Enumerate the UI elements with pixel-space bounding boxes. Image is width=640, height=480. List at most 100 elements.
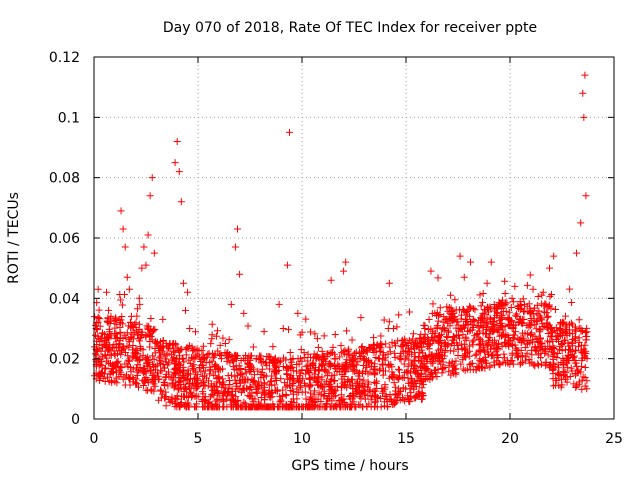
data-point: [111, 334, 119, 342]
data-point: [433, 373, 441, 381]
data-point: [191, 328, 199, 336]
data-point: [395, 366, 403, 374]
data-point: [333, 382, 341, 390]
data-point: [446, 347, 454, 355]
data-point: [208, 357, 216, 365]
y-tick-labels: 0 0.02 0.04 0.06 0.08 0.1 0.12: [49, 50, 80, 428]
data-point: [364, 391, 372, 399]
data-point: [148, 336, 156, 344]
data-point: [501, 290, 509, 298]
data-point: [392, 397, 400, 405]
x-tick-label: 5: [194, 431, 203, 447]
data-point: [360, 376, 368, 384]
data-point: [119, 225, 127, 233]
data-point: [341, 368, 349, 376]
data-point: [432, 366, 440, 374]
data-point: [333, 367, 341, 375]
data-point: [348, 336, 356, 344]
data-point: [481, 306, 489, 314]
data-point: [221, 339, 229, 347]
data-point: [207, 340, 215, 348]
data-point: [155, 375, 163, 383]
data-point: [231, 373, 239, 381]
data-point: [463, 307, 471, 315]
data-point: [262, 358, 270, 366]
data-point: [113, 368, 121, 376]
data-point: [377, 340, 385, 348]
data-point: [469, 323, 477, 331]
data-point: [236, 385, 244, 393]
data-point: [246, 361, 254, 369]
data-point: [289, 388, 297, 396]
data-point: [541, 300, 549, 308]
data-point: [251, 371, 259, 379]
data-point: [150, 327, 158, 335]
data-point: [438, 369, 446, 377]
data-point: [152, 340, 160, 348]
data-point: [475, 335, 483, 343]
data-point: [100, 331, 108, 339]
data-point: [137, 330, 145, 338]
data-point: [377, 403, 385, 411]
data-point: [448, 358, 456, 366]
data-point: [399, 394, 407, 402]
data-point: [218, 355, 226, 363]
data-point: [487, 352, 495, 360]
data-point: [332, 402, 340, 410]
data-point: [141, 377, 149, 385]
data-point: [332, 364, 340, 372]
data-point: [265, 387, 273, 395]
data-point: [191, 375, 199, 383]
data-point: [180, 367, 188, 375]
data-point: [94, 285, 102, 293]
data-point: [171, 159, 179, 167]
data-point: [436, 304, 444, 312]
data-point: [428, 334, 436, 342]
data-point: [147, 315, 155, 323]
data-point: [573, 362, 581, 370]
data-point: [507, 304, 515, 312]
data-point: [237, 370, 245, 378]
data-point: [544, 337, 552, 345]
data-point: [579, 89, 587, 97]
data-point: [470, 336, 478, 344]
data-point: [207, 393, 215, 401]
data-point: [444, 317, 452, 325]
data-point: [199, 342, 207, 350]
data-point: [434, 274, 442, 282]
data-point: [112, 374, 120, 382]
data-point: [544, 312, 552, 320]
data-point: [105, 378, 113, 386]
data-point: [352, 389, 360, 397]
data-point: [568, 340, 576, 348]
data-point: [479, 298, 486, 306]
data-point: [506, 320, 514, 328]
data-point: [144, 357, 152, 365]
data-point: [370, 334, 378, 342]
data-point: [331, 355, 339, 363]
data-point: [394, 337, 402, 345]
data-point: [361, 395, 369, 403]
data-point: [539, 323, 547, 331]
data-point: [98, 362, 106, 370]
data-point: [498, 314, 506, 322]
data-point: [144, 324, 152, 332]
data-point: [538, 291, 546, 299]
data-point: [342, 258, 350, 266]
data-point: [240, 309, 248, 317]
y-axis-label: ROTI / TECUs: [6, 192, 22, 284]
data-point: [350, 393, 358, 401]
data-point: [534, 292, 542, 300]
data-point: [189, 391, 197, 399]
data-point: [575, 334, 583, 342]
data-point: [441, 316, 449, 324]
data-point: [421, 325, 429, 332]
data-point: [559, 318, 567, 326]
data-point: [195, 347, 203, 355]
data-point: [489, 351, 497, 359]
data-point: [509, 334, 517, 342]
data-point: [332, 386, 340, 394]
data-point: [449, 333, 457, 341]
data-point: [542, 309, 550, 317]
